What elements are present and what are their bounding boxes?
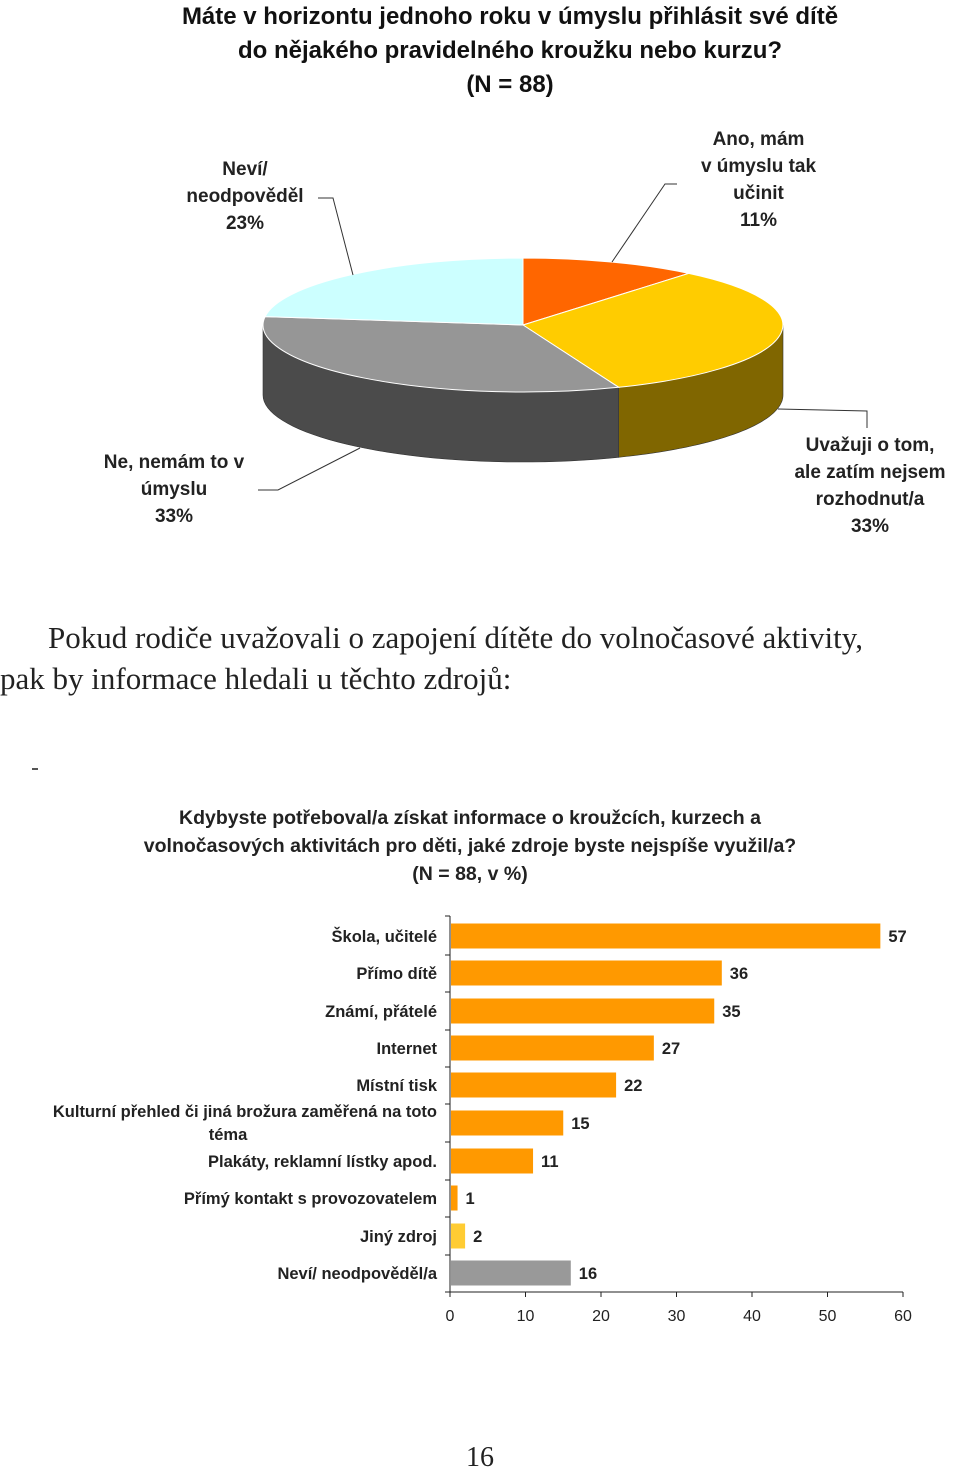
pie-label-line: Ano, mám bbox=[712, 129, 805, 150]
pie-chart bbox=[258, 183, 868, 491]
bar bbox=[451, 960, 722, 986]
pie-label-uvazuji: Uvažuji o tom, ale zatím nejsem rozhodnu… bbox=[770, 432, 960, 540]
pie-leader-line bbox=[318, 197, 354, 276]
bar-value-label: 2 bbox=[473, 1228, 482, 1246]
bar-value-label: 11 bbox=[541, 1153, 558, 1171]
body-paragraph: Pokud rodiče uvažovali o zapojení dítěte… bbox=[0, 617, 960, 699]
bar-value-label: 1 bbox=[466, 1190, 475, 1208]
x-tick-label: 50 bbox=[819, 1308, 837, 1325]
bar-value-label: 15 bbox=[571, 1115, 589, 1133]
bar-value-label: 22 bbox=[624, 1077, 642, 1095]
bar bbox=[451, 1185, 458, 1211]
bar bbox=[451, 1035, 654, 1061]
bar-value-label: 16 bbox=[579, 1265, 597, 1283]
category-label: Plakáty, reklamní lístky apod. bbox=[208, 1153, 437, 1171]
paragraph-line: pak by informace hledali u těchto zdrojů… bbox=[0, 661, 512, 696]
pie-leader-line bbox=[258, 447, 361, 491]
pie-title-line: Máte v horizontu jednoho roku v úmyslu p… bbox=[181, 3, 839, 30]
category-label: Přímo dítě bbox=[356, 965, 437, 983]
pie-label-line: Neví/ bbox=[222, 159, 268, 180]
pie-slice-2 bbox=[262, 316, 621, 393]
pie-title-line: do nějakého pravidelného kroužku nebo ku… bbox=[237, 37, 783, 64]
pie-label-nevi: Neví/ neodpověděl 23% bbox=[165, 156, 325, 237]
x-tick-label: 10 bbox=[517, 1308, 535, 1325]
category-label: Přímý kontakt s provozovatelem bbox=[184, 1190, 437, 1208]
bar bbox=[451, 1072, 617, 1098]
paragraph-line: Pokud rodiče uvažovali o zapojení dítěte… bbox=[48, 620, 863, 655]
bar-value-label: 57 bbox=[888, 928, 906, 946]
category-label: téma bbox=[209, 1126, 248, 1144]
pie-leader-line bbox=[777, 408, 868, 428]
category-label: Neví/ neodpověděl/a bbox=[277, 1265, 437, 1283]
bar bbox=[451, 1110, 564, 1136]
page-number: 16 bbox=[466, 1442, 494, 1473]
pie-label-line: 23% bbox=[225, 213, 265, 234]
pie-label-line: ale zatím nejsem bbox=[794, 462, 946, 483]
pie-label-line: 33% bbox=[154, 506, 194, 527]
bar bbox=[451, 923, 881, 949]
category-label: Škola, učitelé bbox=[332, 927, 437, 946]
bar-value-label: 27 bbox=[662, 1040, 680, 1058]
x-tick-label: 20 bbox=[592, 1308, 610, 1325]
x-tick-label: 0 bbox=[446, 1308, 455, 1325]
pie-label-line: úmyslu bbox=[140, 479, 208, 500]
bar bbox=[451, 1260, 571, 1286]
category-label: Jiný zdroj bbox=[360, 1228, 437, 1246]
bar-title-line: volnočasových aktivitách pro děti, jaké … bbox=[143, 835, 797, 857]
bar-value-label: 35 bbox=[722, 1003, 740, 1021]
pie-label-line: v úmyslu tak bbox=[700, 156, 817, 177]
bar bbox=[451, 1148, 534, 1174]
pie-slice-0 bbox=[522, 257, 691, 326]
category-label: Místní tisk bbox=[356, 1077, 438, 1095]
x-tick-label: 30 bbox=[668, 1308, 686, 1325]
bar-title-line: Kdybyste potřeboval/a získat informace o… bbox=[179, 807, 761, 829]
pie-label-ne: Ne, nemám to v úmyslu 33% bbox=[79, 449, 269, 530]
pie-title-line: (N = 88) bbox=[466, 71, 554, 98]
stray-mark bbox=[32, 768, 38, 770]
category-label: Kulturní přehled či jiná brožura zaměřen… bbox=[53, 1103, 437, 1121]
pie-label-line: 11% bbox=[740, 210, 777, 231]
pie-label-line: 33% bbox=[850, 516, 890, 537]
pie-leader-line bbox=[611, 183, 677, 263]
pie-slice-3 bbox=[264, 257, 524, 326]
category-label: Známí, přátelé bbox=[325, 1003, 437, 1021]
bar-chart: 0 10 20 30 40 50 60 57 Škola, učitelé 36 Přímo dít… bbox=[53, 915, 912, 1325]
category-label: Internet bbox=[376, 1040, 437, 1058]
bar-value-label: 36 bbox=[730, 965, 748, 983]
pie-label-line: Uvažuji o tom, bbox=[805, 435, 935, 456]
pie-label-line: Ne, nemám to v bbox=[103, 452, 245, 473]
pie-chart-title: Máte v horizontu jednoho roku v úmyslu p… bbox=[80, 0, 940, 102]
x-tick-label: 60 bbox=[894, 1308, 912, 1325]
bar-title-line: (N = 88, v %) bbox=[412, 863, 528, 885]
x-tick-label: 40 bbox=[743, 1308, 761, 1325]
bar-chart-title: Kdybyste potřeboval/a získat informace o… bbox=[60, 804, 880, 888]
pie-slice-1 bbox=[521, 272, 784, 388]
pie-label-line: učinit bbox=[733, 183, 784, 204]
pie-label-ano: Ano, mám v úmyslu tak učinit 11% bbox=[676, 126, 841, 234]
bar bbox=[451, 998, 715, 1024]
pie-label-line: rozhodnut/a bbox=[815, 489, 925, 510]
bar bbox=[451, 1223, 466, 1249]
pie-label-line: neodpověděl bbox=[186, 186, 304, 207]
